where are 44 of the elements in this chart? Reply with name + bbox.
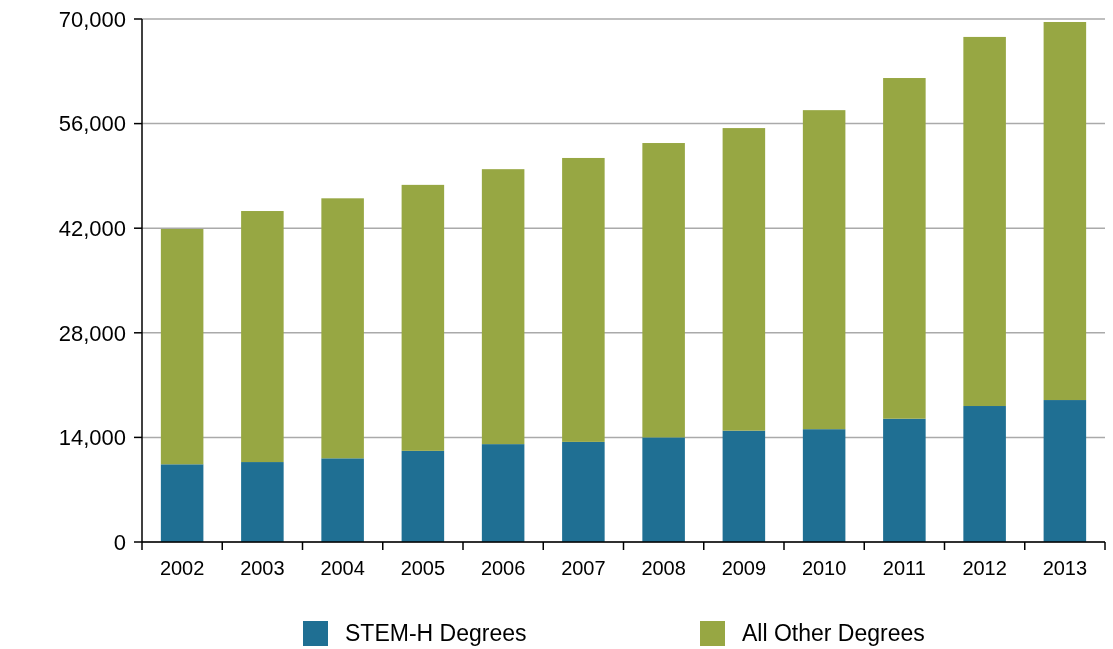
bar <box>562 157 605 442</box>
bar <box>321 198 364 459</box>
bar <box>241 211 284 463</box>
y-tick-label: 14,000 <box>58 425 126 451</box>
bar <box>802 429 846 542</box>
bar <box>642 437 685 542</box>
x-tick-label: 2006 <box>480 557 526 579</box>
y-tick-label: 70,000 <box>58 6 126 32</box>
x-tick-label: 2012 <box>962 557 1007 579</box>
bar <box>883 418 926 542</box>
bar <box>722 430 766 542</box>
x-tick-label: 2009 <box>721 557 767 579</box>
legend-label: STEM-H Degrees <box>345 620 527 647</box>
bar <box>963 36 1006 407</box>
x-tick-label: 2003 <box>240 557 285 579</box>
bar <box>401 184 445 451</box>
x-tick-label: 2002 <box>159 557 205 579</box>
x-tick-label: 2010 <box>801 557 847 579</box>
y-tick-label: 28,000 <box>58 320 126 346</box>
x-tick-label: 2008 <box>641 557 686 579</box>
bar <box>722 128 766 431</box>
bar <box>160 464 204 542</box>
x-tick-label: 2007 <box>561 557 606 579</box>
y-tick-label: 0 <box>113 529 126 555</box>
bar <box>321 458 364 542</box>
bar <box>401 450 445 542</box>
bar <box>160 228 204 465</box>
y-tick-label: 56,000 <box>58 111 126 137</box>
x-tick-label: 2013 <box>1042 557 1088 579</box>
x-tick-label: 2004 <box>320 557 365 579</box>
legend-label: All Other Degrees <box>742 620 925 647</box>
bar <box>1043 400 1087 542</box>
bar <box>562 441 605 542</box>
x-tick-label: 2005 <box>400 557 446 579</box>
bar <box>481 169 525 445</box>
x-tick-label: 2011 <box>882 557 926 579</box>
bar <box>1043 21 1087 401</box>
bar <box>883 78 926 419</box>
bar <box>642 143 685 438</box>
bar <box>802 110 846 430</box>
bar <box>241 462 284 542</box>
y-tick-label: 42,000 <box>58 215 126 241</box>
bar <box>481 444 525 542</box>
bar <box>963 406 1006 542</box>
